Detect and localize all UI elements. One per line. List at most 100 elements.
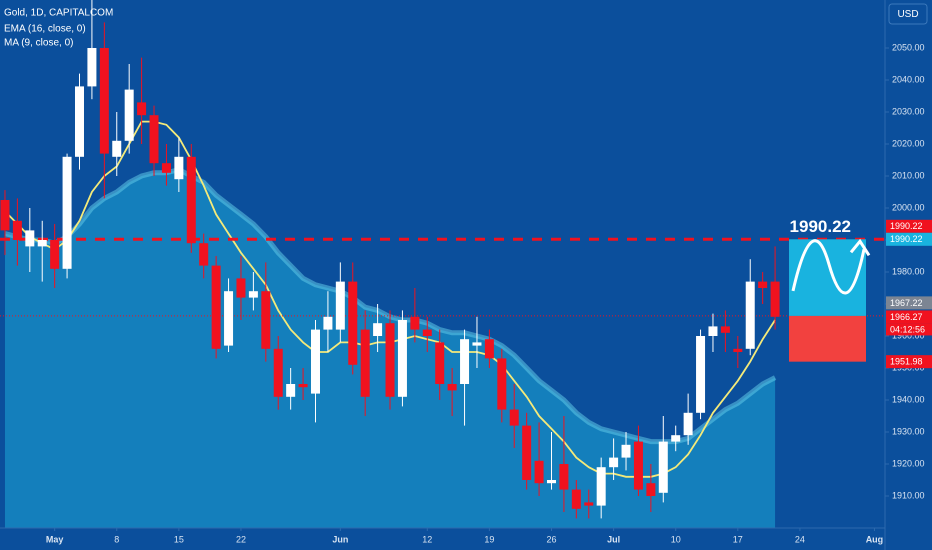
candle-body [211, 265, 221, 349]
target-price-tag-bg [886, 232, 932, 246]
candle-body [12, 220, 22, 240]
candle-body [273, 348, 283, 397]
candle-body [447, 384, 457, 391]
candle-body [758, 281, 768, 288]
candle-body [522, 425, 532, 480]
candle-body [323, 316, 333, 330]
target-price-tag: 1990.22 [890, 221, 923, 231]
candle-body [534, 460, 544, 484]
x-tick-label: 19 [484, 534, 494, 544]
stop-price-tag: 1951.98 [890, 357, 923, 367]
candle-body [410, 316, 420, 330]
x-tick-label: May [46, 534, 64, 544]
candle-body [186, 156, 196, 244]
candle-body [621, 444, 631, 458]
candle-body [236, 278, 246, 298]
y-tick-label: 2030.00 [892, 106, 925, 116]
candle-body [286, 384, 296, 397]
candle-body [137, 102, 147, 116]
candle-body [596, 467, 606, 506]
candle-body [87, 48, 97, 87]
forecast-arrow [791, 239, 866, 295]
x-tick-label: 17 [733, 534, 743, 544]
y-tick-label: 2020.00 [892, 138, 925, 148]
candle-body [584, 502, 594, 506]
x-tick-label: Jun [332, 534, 348, 544]
candle-body [745, 281, 755, 349]
candle-body [720, 326, 730, 333]
target-label: 1990.22 [790, 217, 851, 236]
y-tick-label: 2010.00 [892, 170, 925, 180]
target-zone [789, 239, 866, 316]
candle-body [658, 441, 668, 493]
candle-body [224, 291, 234, 346]
candle-body [112, 140, 122, 157]
y-tick-label: 2040.00 [892, 74, 925, 84]
last-price-tag: 1967.22 [890, 298, 923, 308]
candle-body [298, 384, 308, 388]
candle-body [74, 86, 84, 157]
currency-label[interactable]: USD [897, 9, 918, 20]
target-price-tag: 1990.22 [890, 234, 923, 244]
candle-body [770, 281, 780, 317]
candle-body [161, 163, 171, 173]
candle-body [484, 339, 494, 359]
x-tick-label: 10 [671, 534, 681, 544]
candle-body [248, 291, 258, 298]
candle-body [373, 323, 383, 336]
candle-body [124, 89, 134, 141]
y-tick-label: 1910.00 [892, 490, 925, 500]
y-tick-label: 1940.00 [892, 394, 925, 404]
candle-body [0, 200, 10, 231]
currency-button[interactable] [888, 3, 928, 25]
candle-body [50, 240, 60, 269]
candle-body [435, 342, 445, 384]
candle-body [37, 240, 47, 247]
countdown-bg [886, 323, 932, 336]
last-price-tag-bg [886, 296, 932, 310]
candle-body [199, 243, 209, 266]
candle-body [683, 412, 693, 436]
candle-body [646, 483, 656, 496]
candle-body [571, 489, 581, 509]
candle-body [99, 48, 109, 154]
x-tick-label: 26 [546, 534, 556, 544]
legend-entry: MA (9, close, 0) [4, 38, 73, 49]
current-price-tag-bg [886, 310, 932, 324]
candle-body [733, 348, 743, 352]
y-tick-label: 2000.00 [892, 202, 925, 212]
candle-body [609, 457, 619, 468]
current-price-tag: 1966.27 [890, 312, 923, 322]
candle-body [559, 464, 569, 490]
candle-body [633, 441, 643, 490]
countdown: 04:12:56 [890, 324, 925, 334]
x-tick-label: 15 [174, 534, 184, 544]
candle-body [671, 435, 681, 442]
candle-body [397, 320, 407, 397]
candle-body [174, 156, 184, 180]
candle-body [348, 281, 358, 365]
stop-price-tag-bg [886, 355, 932, 369]
candle-body [385, 323, 395, 397]
x-tick-label: Jul [607, 534, 620, 544]
candle-body [460, 339, 470, 384]
x-tick-label: Aug [866, 534, 884, 544]
chart-title: Gold, 1D, CAPITALCOM [4, 8, 113, 19]
candle-body [422, 329, 432, 336]
y-tick-label: 2050.00 [892, 42, 925, 52]
candle-body [149, 115, 159, 164]
target-price-tag-bg [886, 219, 932, 233]
legend-entry: EMA (16, close, 0) [4, 24, 86, 35]
candle-body [261, 291, 271, 349]
y-tick-label: 1920.00 [892, 458, 925, 468]
x-tick-label: 24 [795, 534, 805, 544]
arrow-head [849, 238, 871, 257]
x-tick-label: 22 [236, 534, 246, 544]
candle-body [546, 480, 556, 484]
candle-body [696, 336, 706, 413]
candle-body [497, 358, 507, 410]
plot [0, 0, 885, 528]
candle-body [310, 329, 320, 394]
candle-body [335, 281, 345, 330]
